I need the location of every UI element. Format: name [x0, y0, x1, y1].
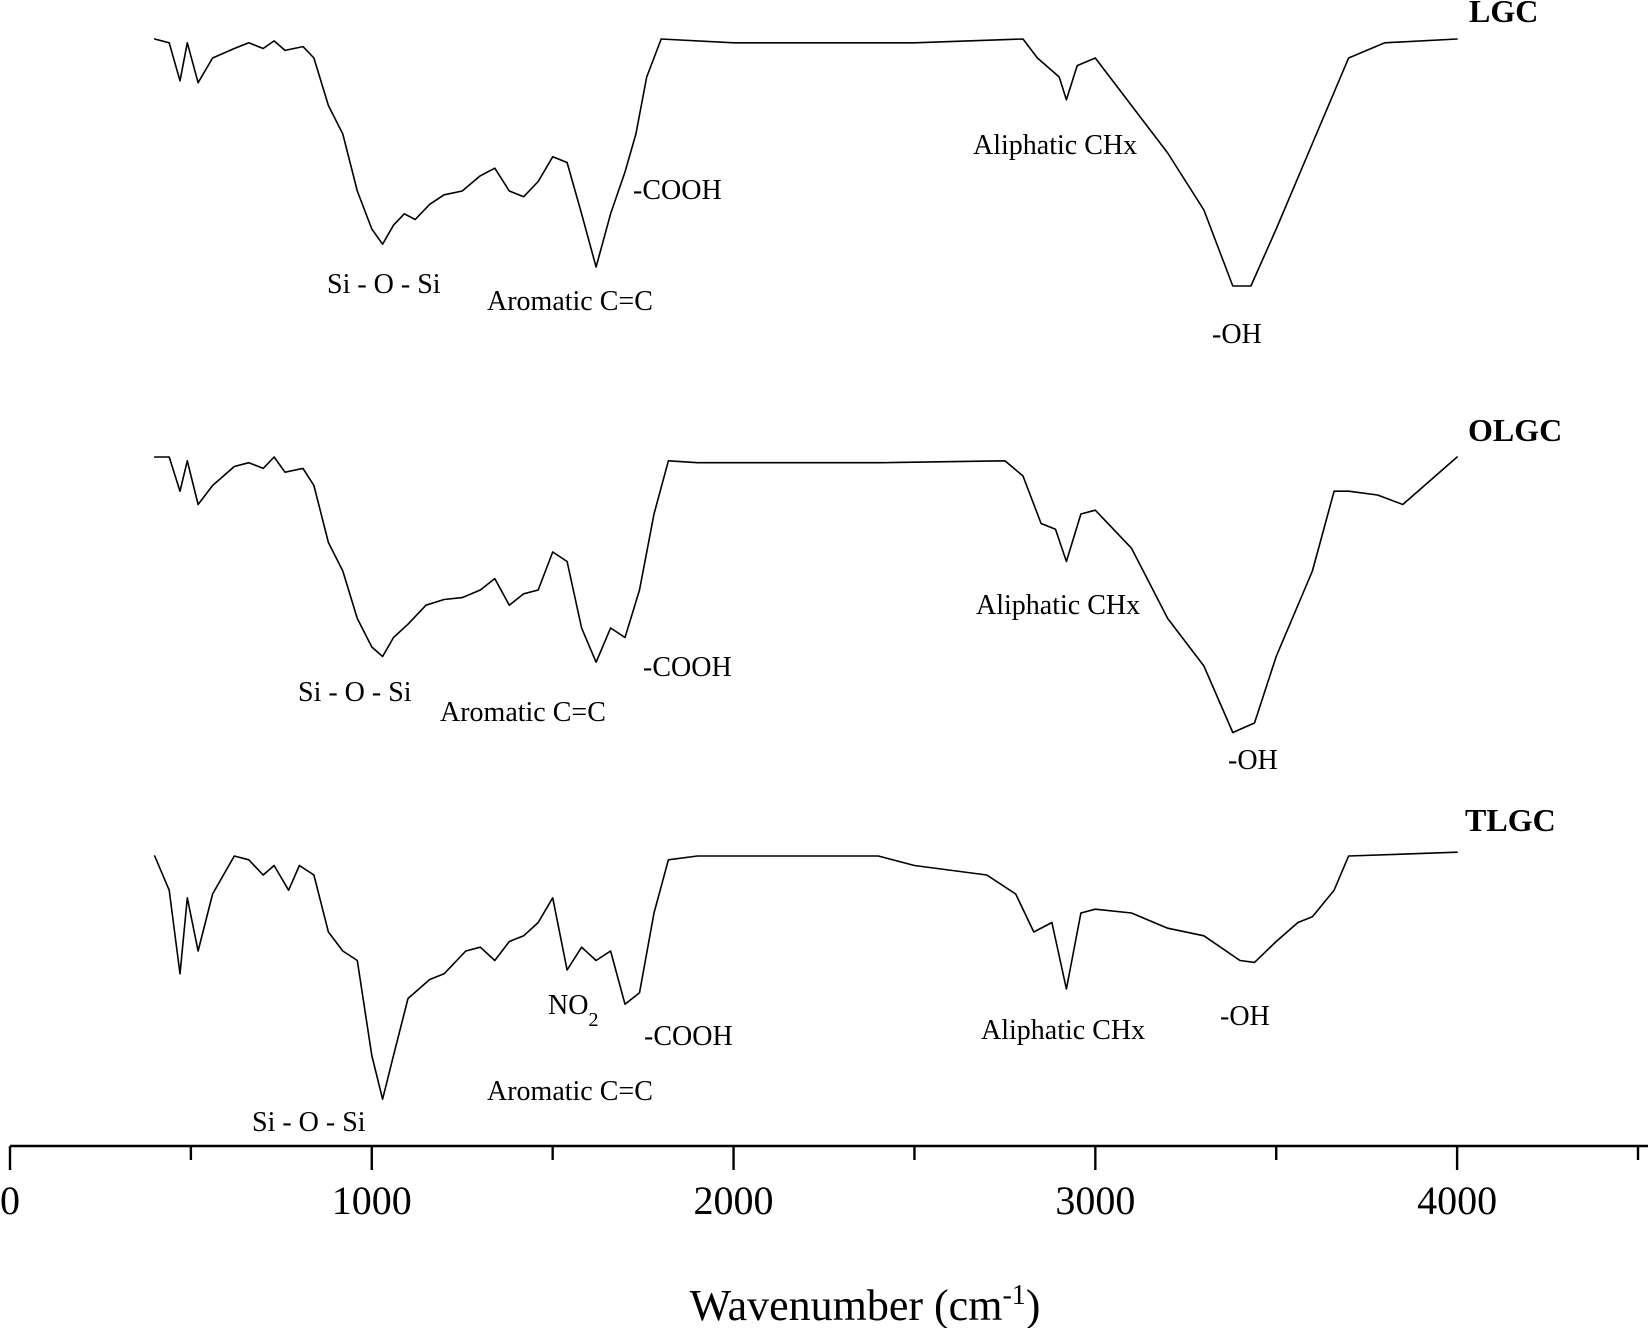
x-axis-ticks: 0 1000 2000 3000 4000	[0, 1146, 1640, 1223]
x-tick-label-0: 0	[0, 1178, 20, 1223]
annotation-lgc-aromatic: Aromatic C=C	[487, 286, 653, 317]
series-line-olgc	[153, 456, 1458, 734]
x-axis-title-close: )	[1026, 1281, 1041, 1328]
series-line-lgc	[153, 38, 1458, 287]
annotation-olgc-si-o-si: Si - O - Si	[298, 677, 412, 708]
series-label-lgc: LGC	[1469, 0, 1538, 29]
annotation-tlgc-no2-main: NO	[548, 990, 588, 1021]
annotation-tlgc-oh: -OH	[1220, 1001, 1270, 1032]
annotation-lgc-oh: -OH	[1212, 319, 1262, 350]
series-label-tlgc: TLGC	[1465, 802, 1556, 838]
annotation-olgc-aliphatic: Aliphatic CHx	[976, 590, 1140, 621]
annotation-olgc-oh: -OH	[1228, 745, 1278, 776]
annotation-lgc-si-o-si: Si - O - Si	[327, 269, 441, 300]
x-tick-label-2000: 2000	[694, 1178, 774, 1223]
annotation-tlgc-no2: NO2	[548, 990, 598, 1031]
x-tick-label-3000: 3000	[1055, 1178, 1135, 1223]
annotation-tlgc-cooh: -COOH	[644, 1021, 733, 1052]
x-axis-title-text: Wavenumber (cm	[690, 1281, 1003, 1328]
series-label-olgc: OLGC	[1468, 412, 1562, 448]
annotation-tlgc-no2-sub: 2	[588, 1009, 598, 1031]
x-axis-title-sup: -1	[1002, 1280, 1025, 1311]
x-tick-label-1000: 1000	[332, 1178, 412, 1223]
annotation-olgc-cooh: -COOH	[643, 652, 732, 683]
x-axis-title: Wavenumber (cm-1)	[690, 1280, 1041, 1328]
annotation-olgc-aromatic: Aromatic C=C	[440, 697, 606, 728]
annotation-lgc-cooh: -COOH	[633, 175, 722, 206]
annotation-tlgc-si-o-si: Si - O - Si	[252, 1107, 366, 1138]
series-line-tlgc	[153, 851, 1458, 1100]
curves-group	[153, 38, 1458, 1100]
x-tick-label-4000: 4000	[1417, 1178, 1497, 1223]
annotation-lgc-aliphatic: Aliphatic CHx	[973, 130, 1137, 161]
annotation-tlgc-aliphatic: Aliphatic CHx	[981, 1015, 1145, 1046]
annotation-tlgc-aromatic: Aromatic C=C	[487, 1076, 653, 1107]
